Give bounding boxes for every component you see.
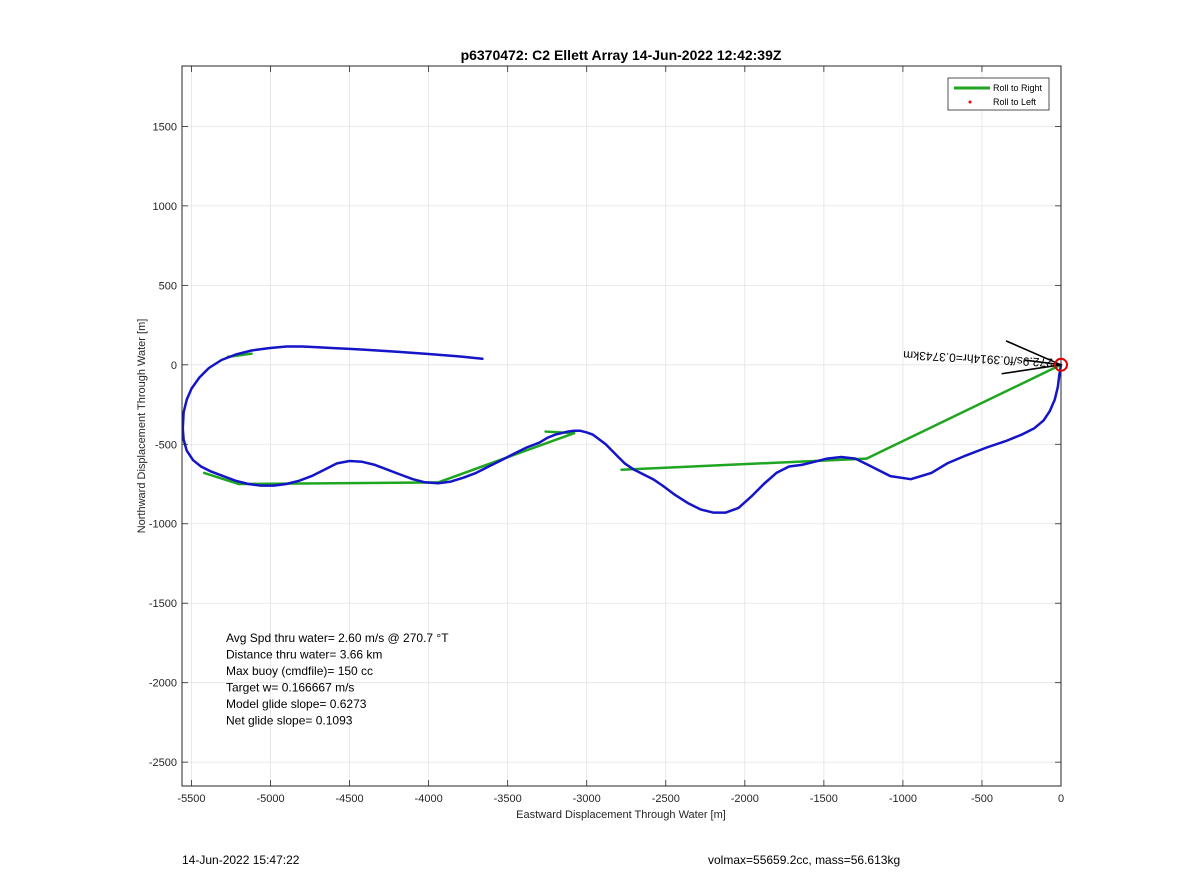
x-tick-label: -5500 <box>177 793 205 805</box>
stat-line: Distance thru water= 3.66 km <box>226 648 382 662</box>
y-tick-label: -1500 <box>149 598 177 610</box>
y-tick-label: -500 <box>155 439 177 451</box>
y-axis-label: Northward Displacement Through Water [m] <box>136 319 148 534</box>
legend-swatch-roll-left <box>968 100 972 104</box>
glider-position-marker <box>1054 357 1068 372</box>
x-tick-label: -2000 <box>731 793 759 805</box>
x-tick-label: -2500 <box>652 793 680 805</box>
glider-track-line <box>181 345 1063 514</box>
stat-line: Max buoy (cmdfile)= 150 cc <box>226 664 373 678</box>
legend-entry-roll-left: Roll to Left <box>993 97 1037 107</box>
stat-line: Net glide slope= 0.1093 <box>226 714 353 728</box>
x-tick-label: 0 <box>1058 793 1064 805</box>
x-tick-label: -1500 <box>810 793 838 805</box>
plot-data <box>181 345 1063 514</box>
roll-right-segment <box>865 363 1063 460</box>
x-tick-label: -500 <box>971 793 993 805</box>
grid <box>182 66 1062 786</box>
heading-arrow: 272.9s/f0.3914hr=0.3743km <box>903 340 1068 375</box>
axes-ticks: -5500 -5000 -4500 -4000 -3500 -3000 -2500 -2000… <box>149 66 1064 805</box>
chart-title: p6370472: C2 Ellett Array 14-Jun-2022 12… <box>461 47 782 63</box>
legend: Roll to Right Roll to Left <box>947 77 1050 111</box>
roll-right-segment <box>237 481 440 486</box>
stat-line: Target w= 0.166667 m/s <box>226 681 354 695</box>
plot-frame <box>181 65 1062 787</box>
legend-box <box>947 77 1050 111</box>
y-tick-label: 1000 <box>153 201 177 213</box>
x-tick-label: -4500 <box>336 793 364 805</box>
heading-arrow-head <box>1001 364 1062 375</box>
stats-annotation: Avg Spd thru water= 2.60 m/s @ 270.7 °T D… <box>226 631 449 728</box>
x-tick-label: -4000 <box>415 793 443 805</box>
y-tick-label: -1000 <box>149 519 177 531</box>
y-tick-label: 1500 <box>153 121 177 133</box>
y-tick-label: 0 <box>171 360 177 372</box>
x-tick-label: -1000 <box>889 793 917 805</box>
stat-line: Model glide slope= 0.6273 <box>226 697 367 711</box>
roll-right-segment <box>202 471 241 486</box>
x-tick-label: -5000 <box>256 793 284 805</box>
y-tick-label: -2500 <box>149 757 177 769</box>
footer-timestamp: 14-Jun-2022 15:47:22 <box>182 853 300 867</box>
footer-volmax-mass: volmax=55659.2cc, mass=56.613kg <box>708 853 901 867</box>
y-tick-label: -2000 <box>149 678 177 690</box>
x-tick-label: -3500 <box>494 793 522 805</box>
legend-entry-roll-right: Roll to Right <box>993 83 1043 93</box>
roll-right-segment <box>620 457 868 471</box>
y-tick-label: 500 <box>159 280 177 292</box>
x-tick-label: -3000 <box>573 793 601 805</box>
x-axis-label: Eastward Displacement Through Water [m] <box>516 809 726 821</box>
stat-line: Avg Spd thru water= 2.60 m/s @ 270.7 °T <box>226 631 449 645</box>
heading-arrow-head <box>1005 340 1062 366</box>
